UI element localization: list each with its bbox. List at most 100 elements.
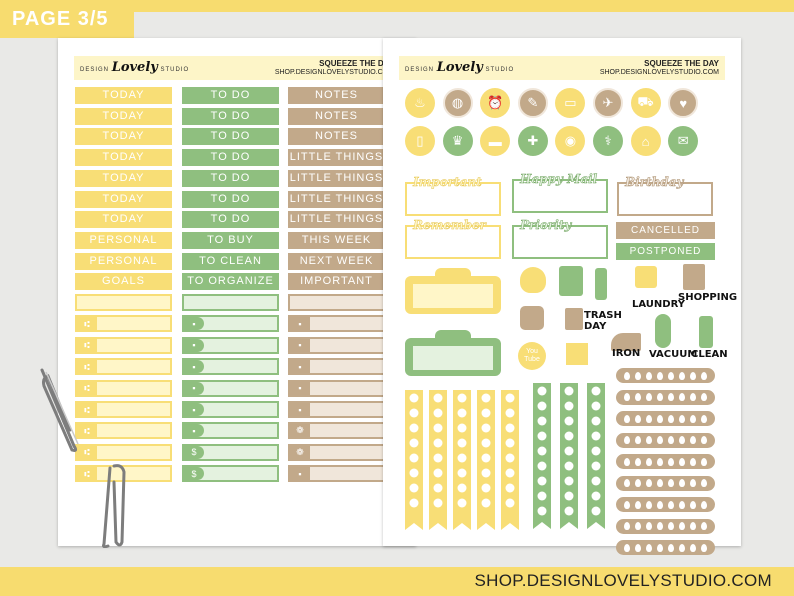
shopping-bag-icon <box>683 264 705 290</box>
water-drop-icon <box>701 371 708 380</box>
shopping-label: SHOPPING <box>678 292 738 303</box>
box-sticker <box>182 294 279 311</box>
water-tracker-sticker <box>616 389 715 405</box>
water-drop-icon <box>634 371 641 380</box>
header-sticker: NOTES <box>288 128 385 146</box>
credit-card-icon: ▬ <box>480 126 511 156</box>
box-sticker: ⑆ <box>75 401 172 418</box>
box-sticker: ▪ <box>288 336 385 354</box>
header-sticker: GOALS <box>75 273 172 291</box>
bottom-accent-bar <box>0 567 794 596</box>
nail-polish-icon <box>595 268 607 300</box>
header-sticker: TODAY <box>75 87 172 104</box>
box-sticker: ⑆ <box>75 336 172 354</box>
water-drop-icon <box>701 457 708 466</box>
bag-icon: ▪ <box>290 360 310 374</box>
water-drop-icon <box>679 414 686 423</box>
water-drop-icon <box>690 414 697 423</box>
brand-logo: DESIGN Lovely STUDIO <box>80 60 190 75</box>
water-drop-icon <box>701 500 708 509</box>
heartbeat-icon: ♥ <box>668 88 699 118</box>
water-drop-icon <box>668 457 675 466</box>
fork-knife-icon: ⑆ <box>77 424 97 438</box>
stethoscope-icon: ▪ <box>184 424 204 438</box>
water-drop-icon <box>701 414 708 423</box>
box-sticker: ▪ <box>182 336 279 354</box>
water-drop-icon <box>634 436 641 444</box>
sheet-header: DESIGN Lovely STUDIO SQUEEZE THE DAY SHO… <box>399 56 725 80</box>
sheet-url: SHOP.DESIGNLOVELYSTUDIO.COM <box>274 69 394 76</box>
water-drop-icon <box>668 436 675 444</box>
water-drop-icon <box>645 522 652 530</box>
water-drop-icon <box>645 479 652 487</box>
water-drop-icon <box>656 457 663 466</box>
header-sticker: TODAY <box>75 169 172 187</box>
ticket-frame-sticker <box>405 330 501 376</box>
cross-icon: ✚ <box>517 126 548 156</box>
globe-icon: ◍ <box>442 88 473 118</box>
banner-sticker: Priority <box>512 218 608 259</box>
header-sticker: TO DO <box>182 190 279 208</box>
box-sticker: ▪ <box>182 401 279 418</box>
piggy-bank-icon <box>520 267 546 293</box>
water-drop-icon <box>623 371 630 380</box>
water-drop-icon <box>656 543 663 552</box>
sheet-title: SQUEEZE THE DAY <box>319 59 394 68</box>
flag-sticker <box>405 390 423 530</box>
flag-sticker <box>533 383 551 529</box>
pill-bottle-icon: ▪ <box>184 317 204 331</box>
flag-sticker <box>587 383 605 529</box>
medicine-icon: ⚕ <box>593 126 623 156</box>
water-drop-icon <box>690 436 697 444</box>
water-drop-icon <box>623 414 630 423</box>
pill-bottle-icon: ▪ <box>184 360 204 374</box>
bag-icon: ▪ <box>290 381 310 395</box>
box-sticker: ▪ <box>182 358 279 376</box>
pills-icon: ◉ <box>555 126 586 156</box>
box-sticker <box>75 294 172 311</box>
water-drop-icon <box>645 543 652 552</box>
water-drop-icon <box>701 543 708 552</box>
water-drop-icon <box>634 479 641 487</box>
box-sticker: ▪ <box>182 315 279 333</box>
mixer-icon: ♨ <box>405 88 435 118</box>
water-drop-icon <box>668 414 675 423</box>
water-drop-icon <box>668 522 675 530</box>
box-sticker: $ <box>182 443 279 461</box>
ribbon-postponed: POSTPONED <box>616 243 715 260</box>
paper-clip-icon <box>102 464 126 548</box>
water-drop-icon <box>623 543 630 552</box>
header-sticker: TO DO <box>182 149 279 167</box>
pill-bottle-icon: ▪ <box>184 338 204 352</box>
top-accent-bar <box>0 0 794 12</box>
header-sticker: LITTLE THINGS <box>288 190 385 208</box>
car-icon: ⛟ <box>630 88 661 118</box>
water-drop-icon <box>690 500 697 509</box>
box-sticker: ❁ <box>288 443 385 461</box>
water-tracker-sticker <box>616 454 715 469</box>
header-sticker: TO DO <box>182 128 279 146</box>
alarm-clock-icon: ⏰ <box>480 88 511 118</box>
water-drop-icon <box>679 371 686 380</box>
water-drop-icon <box>701 436 708 444</box>
ticket-frame-sticker <box>405 268 501 314</box>
water-drop-icon <box>679 543 686 552</box>
box-sticker: $ <box>182 465 279 483</box>
water-drop-icon <box>645 457 652 466</box>
fork-knife-icon: ⑆ <box>77 381 97 395</box>
water-drop-icon <box>679 500 686 509</box>
water-drop-icon <box>690 393 697 401</box>
house-icon: ⌂ <box>630 126 661 156</box>
laundry-label: LAUNDRY <box>632 299 685 310</box>
water-drop-icon <box>634 393 641 401</box>
water-drop-icon <box>623 436 630 444</box>
box-sticker: ▪ <box>288 379 385 397</box>
stethoscope-icon: ▪ <box>184 403 204 416</box>
sticker-sheet-left: DESIGN Lovely STUDIO SQUEEZE THE DAY SHO… <box>58 38 416 546</box>
iron-label: IRON <box>612 348 641 359</box>
gift-icon <box>566 343 588 365</box>
box-sticker: ▪ <box>288 465 385 483</box>
banner-sticker: Birthday <box>617 175 713 216</box>
water-drop-icon <box>701 479 708 487</box>
water-drop-icon <box>701 522 708 530</box>
